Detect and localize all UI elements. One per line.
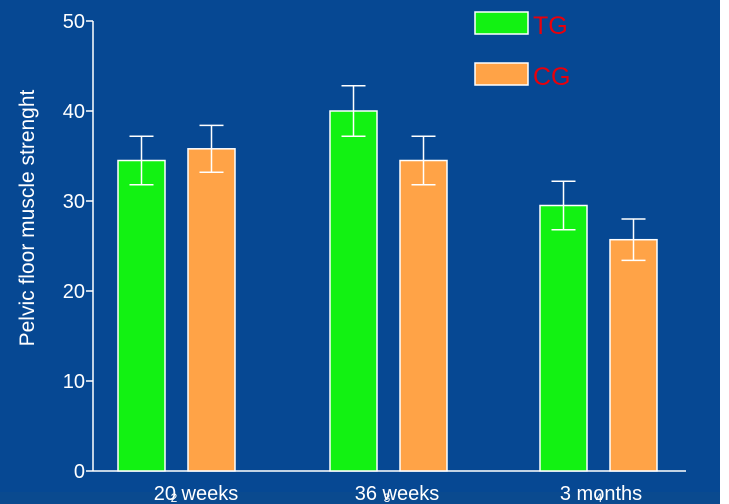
bar-tg xyxy=(329,110,378,472)
legend-swatch-tg xyxy=(474,11,529,35)
legend-swatch-cg xyxy=(474,62,529,86)
x-category-label: 36 weeks xyxy=(355,483,440,504)
y-tick-label: 30 xyxy=(63,191,85,213)
legend-label-tg: TG xyxy=(533,12,568,40)
bar-tg xyxy=(117,159,166,472)
legend-label-cg: CG xyxy=(533,63,571,91)
bar-tg xyxy=(539,204,588,472)
bottom-band xyxy=(0,492,720,504)
x-category-label: 20 weeks xyxy=(154,483,239,504)
error-bars xyxy=(129,85,646,262)
x-category-marker: 2 xyxy=(171,491,178,504)
y-ticks: 0 10 20 30 40 50 xyxy=(63,11,93,483)
x-category-marker: 3 xyxy=(384,491,391,504)
bar-cg xyxy=(609,238,658,472)
y-tick-label: 10 xyxy=(63,371,85,393)
y-tick-label: 20 xyxy=(63,281,85,303)
bar-cg xyxy=(187,148,236,472)
y-tick-label: 0 xyxy=(74,461,85,483)
bars xyxy=(117,110,658,472)
bar-cg xyxy=(399,159,448,472)
y-axis-label: Pelvic floor muscle strenght xyxy=(16,89,39,346)
y-tick-label: 40 xyxy=(63,101,85,123)
legend: TG CG xyxy=(474,11,571,91)
x-category-label: 3 months xyxy=(560,483,642,504)
y-tick-label: 50 xyxy=(63,11,85,33)
x-category-marker: 4 xyxy=(596,491,603,504)
